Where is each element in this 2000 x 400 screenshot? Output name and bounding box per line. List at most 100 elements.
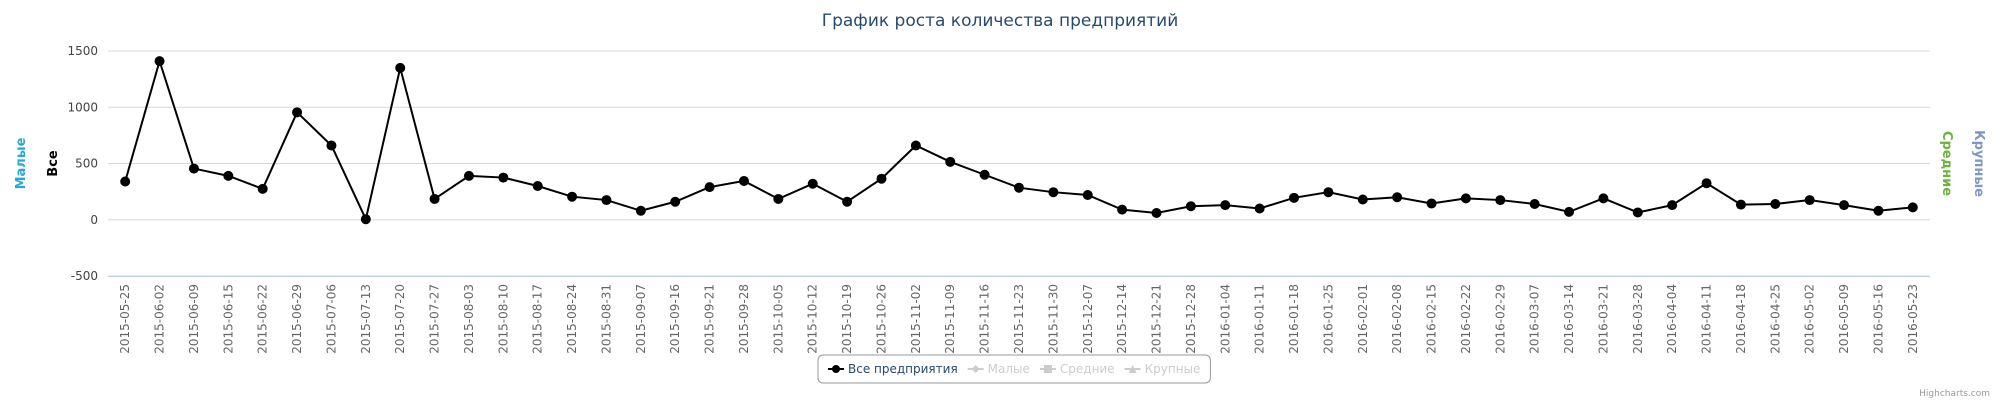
x-tick-label: 2015-10-26 xyxy=(874,284,888,354)
x-tick-label: 2015-10-05 xyxy=(771,284,785,354)
data-point xyxy=(1907,202,1918,213)
y-tick-label: 0 xyxy=(90,213,98,227)
data-point xyxy=(842,196,853,207)
x-tick-label: 2015-09-28 xyxy=(737,284,751,354)
legend-item[interactable]: Малые xyxy=(967,362,1030,376)
x-tick-label: 2015-06-09 xyxy=(187,284,201,354)
x-tick-label: 2016-04-25 xyxy=(1768,284,1782,354)
x-tick-label: 2016-05-23 xyxy=(1906,284,1920,354)
data-point xyxy=(1220,200,1231,211)
x-tick-label: 2015-07-27 xyxy=(428,284,442,354)
data-point xyxy=(360,214,371,225)
x-tick-label: 2016-05-09 xyxy=(1837,284,1851,354)
x-tick-label: 2016-02-01 xyxy=(1356,284,1370,354)
legend-symbol xyxy=(971,365,980,373)
y-tick-label: -500 xyxy=(71,269,98,283)
x-tick-label: 2016-01-25 xyxy=(1321,284,1335,354)
data-point xyxy=(1082,190,1093,200)
x-tick-label: 2015-11-23 xyxy=(1012,284,1026,354)
credits: Highcharts.com xyxy=(1919,389,1990,399)
x-tick-label: 2015-11-09 xyxy=(943,284,957,354)
x-tick-label: 2016-02-22 xyxy=(1459,284,1473,354)
x-tick-label: 2016-02-08 xyxy=(1390,284,1404,354)
x-tick-label: 2015-11-02 xyxy=(909,284,923,354)
data-point xyxy=(704,182,715,193)
data-point xyxy=(1426,198,1437,209)
legend-symbol xyxy=(832,365,840,373)
data-point xyxy=(635,205,646,216)
x-tick-label: 2016-03-14 xyxy=(1562,284,1576,354)
data-point xyxy=(532,181,543,191)
x-tick-label: 2016-02-15 xyxy=(1425,284,1439,354)
y-tick-label: 500 xyxy=(75,157,98,171)
data-point xyxy=(1873,205,1884,216)
data-point xyxy=(910,140,921,151)
data-point xyxy=(1460,193,1471,204)
data-point xyxy=(1185,201,1196,212)
legend-label: Средние xyxy=(1060,362,1115,376)
legend-label: Все предприятия xyxy=(848,362,958,376)
x-tick-label: 2016-04-11 xyxy=(1700,284,1714,354)
data-point xyxy=(1701,178,1712,189)
data-point xyxy=(1495,195,1506,206)
x-tick-label: 2016-03-28 xyxy=(1631,284,1645,354)
legend-label: Малые xyxy=(988,362,1030,376)
y-tick-label: 1000 xyxy=(67,100,98,114)
data-point xyxy=(463,170,474,181)
x-tick-label: 2015-11-30 xyxy=(1046,284,1060,354)
data-point xyxy=(1564,206,1575,217)
x-tick-label: 2015-12-21 xyxy=(1150,284,1164,354)
x-tick-label: 2016-03-21 xyxy=(1596,284,1610,354)
data-point xyxy=(1735,199,1746,210)
x-tick-label: 2015-06-22 xyxy=(256,284,270,354)
x-tick-label: 2016-01-18 xyxy=(1287,284,1301,354)
y-tick-label: 1500 xyxy=(67,44,98,58)
chart-title: График роста количества предприятий xyxy=(822,11,1179,31)
data-point xyxy=(1804,195,1815,206)
x-tick-label: 2015-06-15 xyxy=(221,284,235,354)
data-point xyxy=(1598,193,1609,204)
axis-title: Крупные xyxy=(1971,130,1986,197)
data-point xyxy=(498,172,509,183)
data-point xyxy=(1357,194,1368,205)
legend-symbol xyxy=(1128,365,1137,373)
data-point xyxy=(1770,199,1781,209)
data-point xyxy=(773,193,784,204)
axis-title: Средние xyxy=(1939,131,1954,196)
data-point xyxy=(601,195,612,206)
x-tick-label: 2015-08-17 xyxy=(531,284,545,354)
x-tick-label: 2015-11-16 xyxy=(978,284,992,354)
x-tick-label: 2016-05-16 xyxy=(1871,284,1885,354)
data-point xyxy=(1632,207,1643,218)
data-point xyxy=(1839,200,1850,211)
data-point xyxy=(670,196,681,207)
axis-title: Все xyxy=(46,150,61,177)
data-point xyxy=(429,193,440,204)
x-tick-label: 2015-08-24 xyxy=(565,284,579,354)
data-point xyxy=(807,178,818,189)
data-point xyxy=(292,107,303,118)
axis-title: Малые xyxy=(14,137,29,189)
data-point xyxy=(1048,187,1059,198)
x-tick-label: 2015-07-20 xyxy=(393,284,407,354)
legend-item[interactable]: Средние xyxy=(1039,362,1115,376)
data-point xyxy=(257,183,268,194)
x-tick-label: 2015-08-10 xyxy=(496,284,510,354)
data-point xyxy=(567,191,578,202)
x-tick-label: 2016-03-07 xyxy=(1528,284,1542,354)
x-tick-label: 2015-09-16 xyxy=(668,284,682,354)
x-tick-label: 2015-06-29 xyxy=(290,284,304,354)
x-tick-label: 2015-07-06 xyxy=(324,284,338,354)
x-tick-label: 2015-05-25 xyxy=(118,284,132,354)
legend-item[interactable]: Крупные xyxy=(1124,362,1201,376)
x-tick-label: 2016-04-04 xyxy=(1665,284,1679,354)
x-tick-label: 2015-10-12 xyxy=(806,284,820,354)
legend-item[interactable]: Все предприятия xyxy=(828,362,958,376)
x-tick-label: 2016-02-29 xyxy=(1493,284,1507,354)
x-tick-label: 2015-12-14 xyxy=(1115,284,1129,354)
data-point xyxy=(154,56,165,67)
data-point xyxy=(395,62,406,73)
data-point xyxy=(188,163,199,174)
x-tick-label: 2015-08-31 xyxy=(599,284,613,354)
